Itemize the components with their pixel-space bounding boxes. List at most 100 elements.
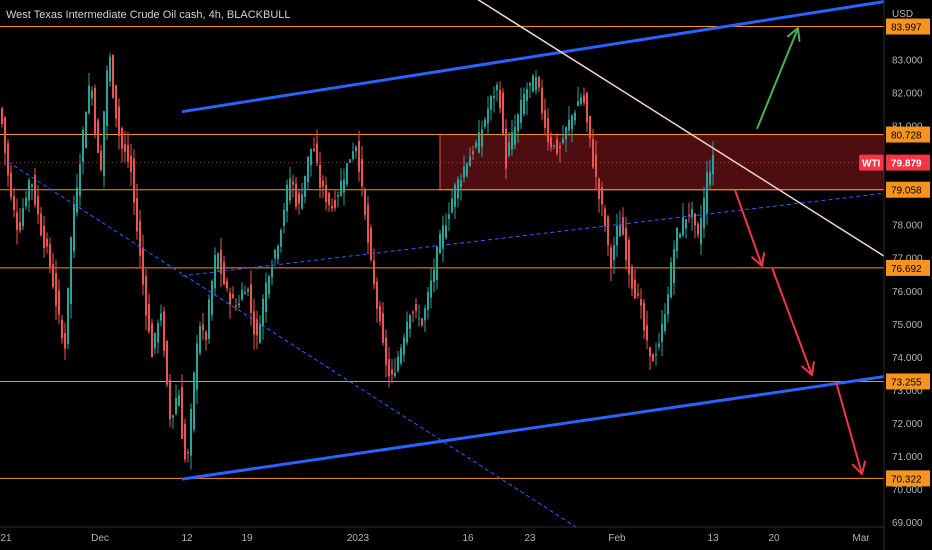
level-tag-label: 83.997 [891, 23, 922, 34]
candle-body [169, 379, 171, 420]
candle-body [382, 313, 384, 343]
candle-body [511, 131, 513, 150]
candle-body [676, 228, 678, 252]
candle-body [265, 282, 267, 312]
current-price-tag [886, 154, 930, 171]
candle-body [601, 187, 603, 205]
candle-body [526, 89, 528, 101]
candle-body [529, 82, 531, 86]
candle-body [274, 250, 276, 259]
candle-body [580, 97, 582, 104]
level-tag-label: 76.692 [891, 264, 922, 275]
candle-body [316, 143, 318, 164]
candle-body [19, 222, 21, 231]
red-arrow-shaft [734, 189, 763, 267]
candle-body [97, 120, 99, 153]
candle-body [346, 163, 348, 185]
candle-body [667, 294, 669, 315]
candle-body [373, 260, 375, 285]
candle-body [283, 209, 285, 226]
green-arrow-shaft [756, 27, 799, 130]
price-axis[interactable]: USD 69.000 70.000 71.000 72.000 73.000 74.000 7… [859, 0, 932, 550]
candle-body [256, 319, 258, 336]
candle-body [406, 321, 408, 343]
candle-body [343, 179, 345, 193]
candle-body [112, 55, 114, 98]
candle-body [673, 249, 675, 284]
candle-body [505, 128, 507, 169]
candle-body [604, 208, 606, 226]
y-tick-label: 72.000 [892, 419, 923, 430]
time-axis[interactable]: 21 Dec 12 19 2023 16 23 Feb 13 20 Mar [0, 0, 885, 550]
candle-body [394, 372, 396, 377]
candle-body [640, 299, 642, 306]
x-tick-label: 21 [0, 533, 12, 544]
y-tick-label: 76.000 [892, 287, 923, 298]
candle-body [22, 208, 24, 226]
candle-body [643, 302, 645, 331]
time-axis-background [0, 527, 884, 550]
candle-body [4, 117, 6, 153]
candle-body [295, 183, 297, 207]
candle-body [457, 179, 459, 199]
candle-body [115, 85, 117, 119]
candle-body [586, 92, 588, 123]
candle-body [277, 245, 279, 260]
candle-body [364, 189, 366, 216]
candle-body [568, 119, 570, 131]
candle-body [109, 56, 111, 82]
candle-body [418, 317, 420, 319]
y-tick-label: 75.000 [892, 320, 923, 331]
candle-body [679, 234, 681, 238]
candle-body [28, 180, 30, 201]
candle-body [79, 164, 81, 197]
candle-body [649, 347, 651, 357]
candle-body [439, 233, 441, 254]
candle-body [250, 284, 252, 313]
candle-body [325, 184, 327, 202]
candle-body [7, 143, 9, 176]
candle-body [64, 333, 66, 349]
level-tag [886, 259, 930, 276]
candle-body [454, 184, 456, 207]
candle-body [709, 171, 711, 185]
candle-body [646, 325, 648, 341]
level-tag [886, 181, 930, 198]
candle-body [379, 305, 381, 322]
candle-body [490, 96, 492, 110]
candle-body [397, 356, 399, 371]
candle-body [565, 127, 567, 140]
candle-body [712, 155, 714, 175]
candle-body [691, 208, 693, 218]
candle-body [238, 303, 240, 306]
candle-body [415, 304, 417, 311]
candle-body [442, 225, 444, 249]
candle-body [571, 115, 573, 130]
candle-body [67, 287, 69, 345]
candle-body [388, 359, 390, 377]
candle-body [223, 262, 225, 285]
candle-body [493, 95, 495, 99]
candle-body [217, 253, 219, 269]
candle-body [334, 199, 336, 208]
candle-body [475, 142, 477, 148]
x-tick-label: 16 [462, 533, 474, 544]
level-tag [886, 18, 930, 35]
y-tick-label: 73.000 [892, 386, 923, 397]
candle-body [520, 100, 522, 123]
candle-body [595, 154, 597, 177]
candle-body [154, 333, 156, 349]
candle-body [430, 280, 432, 298]
candle-body [496, 84, 498, 91]
candle-body [229, 292, 231, 305]
candle-body [361, 158, 363, 187]
candle-body [226, 280, 228, 289]
candle-body [409, 315, 411, 329]
candle-body [85, 112, 87, 149]
candle-body [556, 139, 558, 154]
trendlines-layer [7, 0, 885, 528]
candle-body [163, 311, 165, 351]
candle-body [298, 193, 300, 204]
candle-body [652, 354, 654, 362]
